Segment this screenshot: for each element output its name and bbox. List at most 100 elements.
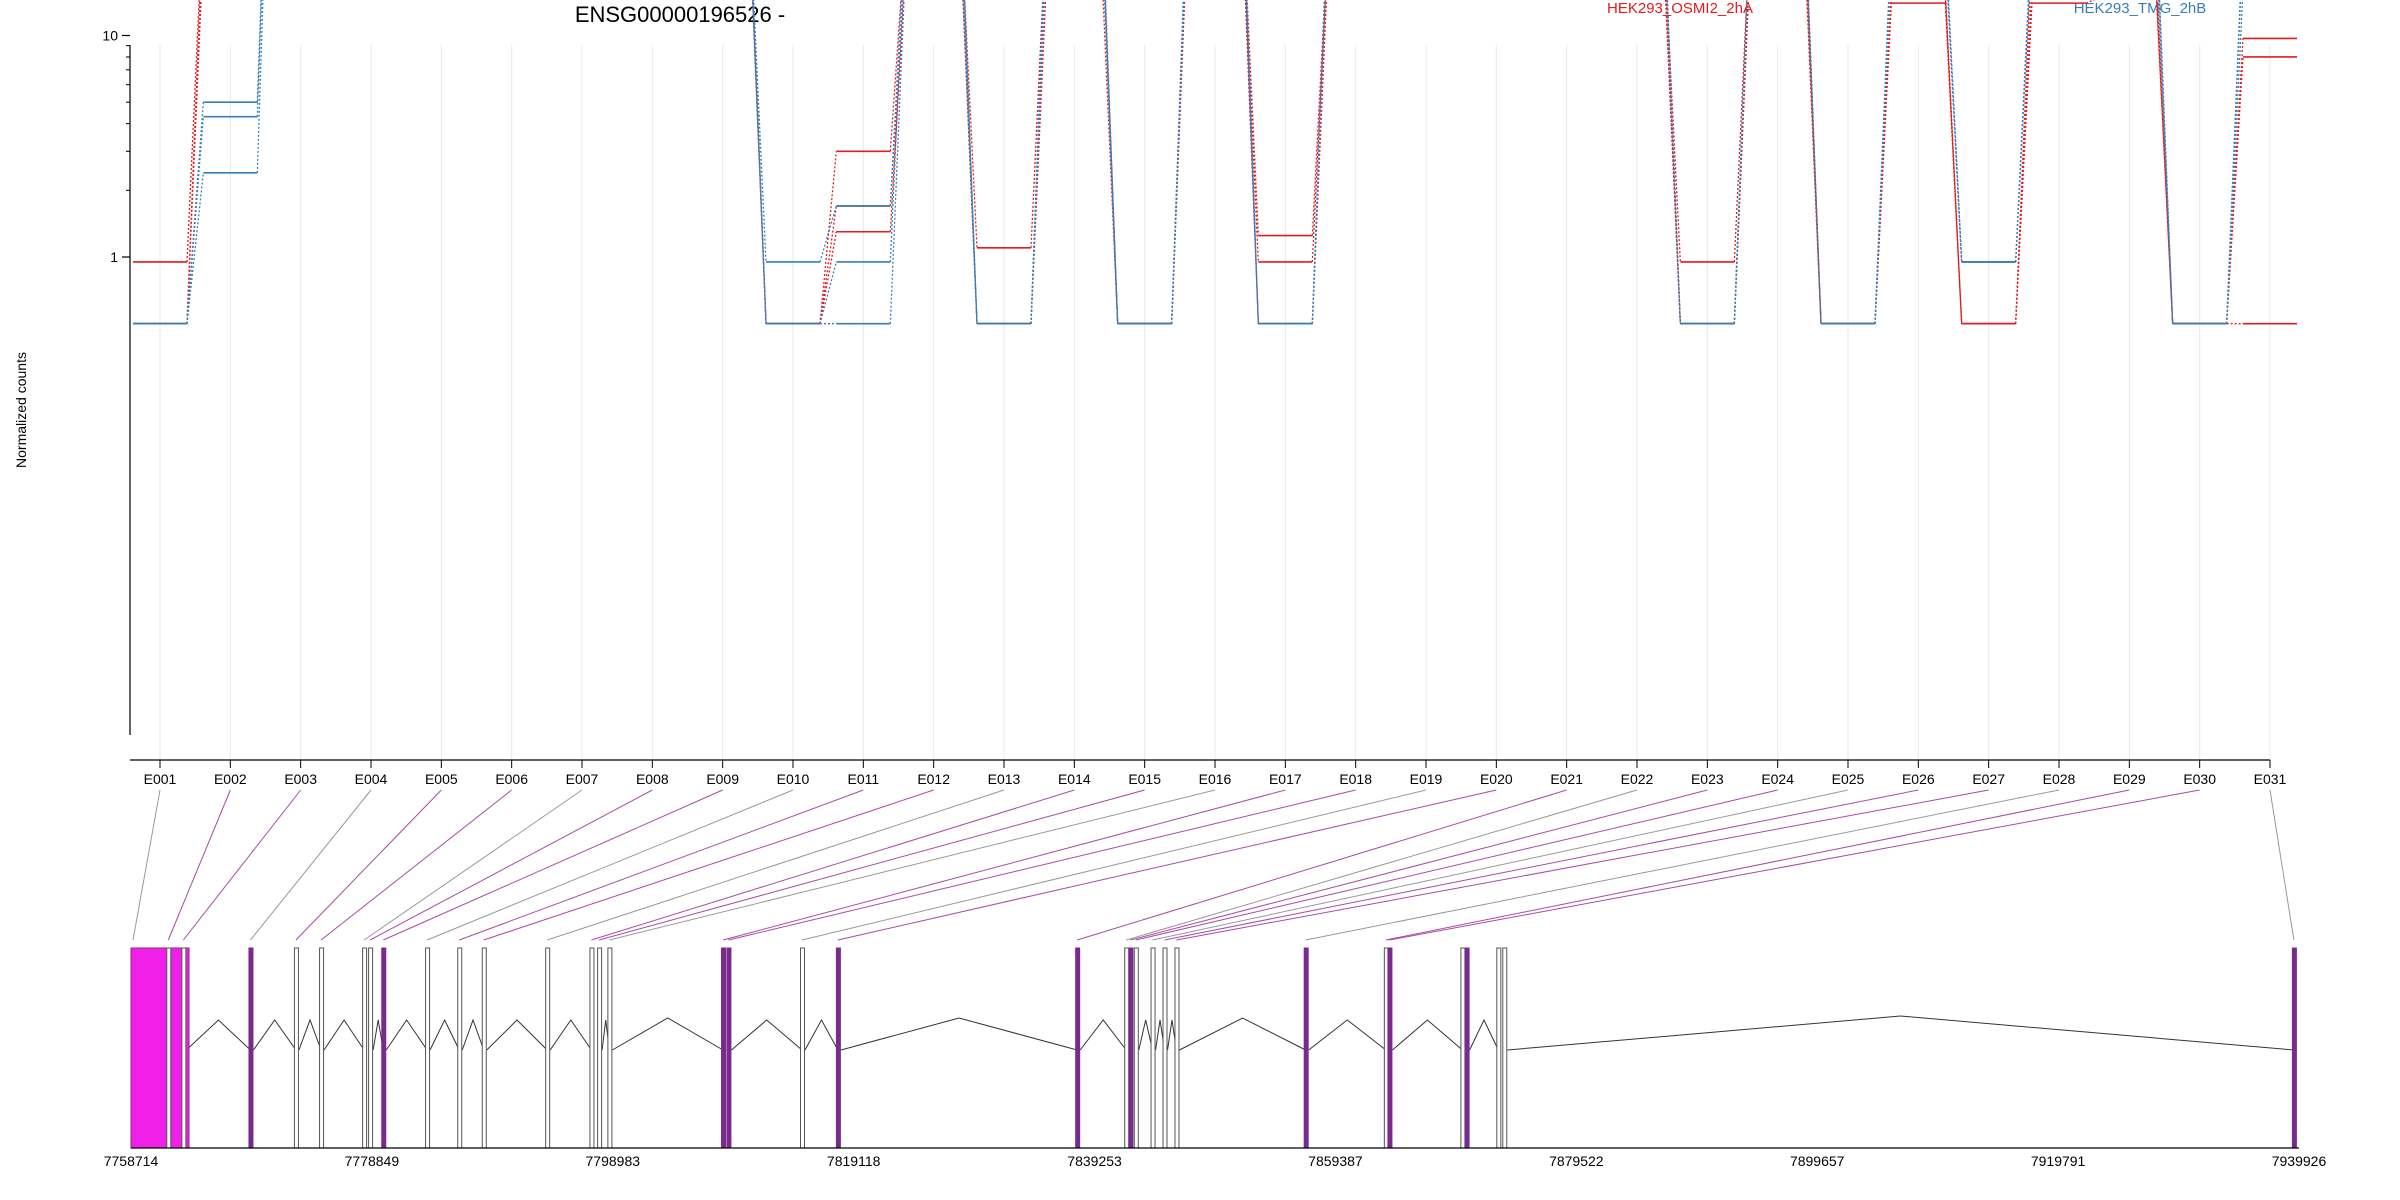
x-tick-label-E014: E014 [1058,771,1091,787]
data-connector [1806,0,1822,324]
data-connector [1874,0,1890,324]
data-connector [1311,0,1326,236]
genomic-tick-label-7778849: 7778849 [345,1153,400,1169]
connector-E011 [459,789,864,941]
data-connector [964,0,978,248]
x-tick-label-E008: E008 [636,771,669,787]
data-connector [2015,3,2033,324]
exon [1496,947,1502,1149]
exon [721,947,727,1149]
connector-E031 [2269,789,2295,941]
intron [1079,1019,1127,1051]
data-connector [819,205,837,324]
connector-E007 [363,789,583,941]
x-tick-label-E022: E022 [1621,771,1654,787]
connector-E016 [609,789,1216,941]
intron [429,1018,460,1051]
x-tick-label-E011: E011 [847,771,879,787]
exon [1150,947,1156,1149]
genomic-tick-label-7899657: 7899657 [1790,1153,1845,1169]
intron [1308,1019,1387,1051]
series-5 [133,0,2244,325]
x-tick-label-E031: E031 [2254,771,2287,787]
connector-E005 [295,789,442,941]
y-tick-label-1: 1 [110,249,118,265]
exon [457,947,463,1149]
exon [1460,947,1466,1149]
exon [362,947,368,1149]
data-connector [186,172,204,324]
exon [1464,947,1470,1149]
genomic-tick-label-7798983: 7798983 [586,1153,641,1169]
data-connector [962,0,978,324]
x-tick-label-E021: E021 [1550,771,1583,787]
data-connector [1733,0,1750,324]
connector-E003 [182,789,302,941]
exon [607,947,613,1149]
connector-E027 [1176,789,1989,941]
intron [731,1019,803,1051]
x-tick-label-E028: E028 [2043,771,2076,787]
data-connector [1807,0,1822,324]
intron [186,1019,251,1051]
exon [425,947,431,1149]
connector-E019 [801,789,1427,941]
data-connector [2226,38,2244,324]
exon [800,947,806,1149]
connector-E008 [369,789,653,941]
genomic-tick-label-7859387: 7859387 [1308,1153,1363,1169]
connector-E023 [1130,789,1708,941]
x-tick-label-E013: E013 [988,771,1021,787]
x-tick-label-E007: E007 [566,771,599,787]
exon [319,947,325,1149]
x-tick-label-E029: E029 [2113,771,2146,787]
intron [840,1017,1078,1051]
intron [1179,1017,1306,1051]
connector-E018 [728,789,1356,941]
data-connector [1944,3,1963,324]
data-connector [1311,0,1326,262]
data-connector [889,0,905,324]
connector-E026 [1164,789,1919,941]
genomic-tick-label-7839253: 7839253 [1067,1153,1122,1169]
data-connector [819,151,837,324]
data-connector [1733,0,1748,262]
exon [166,947,172,1149]
connector-E030 [1389,789,2200,941]
connector-E002 [167,789,231,941]
data-connector [1665,0,1681,324]
x-tick-label-E004: E004 [355,771,388,787]
data-connector [1666,0,1681,262]
x-tick-label-E017: E017 [1269,771,1302,787]
genomic-tick-label-7919791: 7919791 [2031,1153,2086,1169]
connector-E029 [1385,789,2130,941]
series-layer [133,0,2297,325]
intron [1138,1019,1154,1051]
intron [385,1019,428,1051]
exon [181,947,187,1149]
intron [804,1018,839,1051]
data-connector [1104,0,1119,324]
intron [549,1019,592,1051]
data-connector [2226,0,2244,324]
x-tick-label-E012: E012 [917,771,950,787]
x-tick-label-E016: E016 [1199,771,1232,787]
connector-E015 [598,789,1145,941]
connector-E017 [722,789,1286,941]
intron [323,1019,365,1051]
x-tick-label-E020: E020 [1480,771,1513,787]
x-tick-label-E018: E018 [1339,771,1372,787]
exon [1162,947,1168,1149]
exon [1502,947,1508,1149]
exon [1387,947,1393,1149]
y-axis: 110100 [102,28,131,735]
connector-E006 [320,789,512,941]
data-connector [2015,0,2031,324]
data-connector [752,0,767,324]
data-connector [819,261,837,324]
data-connector [186,116,204,324]
data-connector [1244,0,1259,324]
genomic-tick-label-7758714: 7758714 [104,1153,159,1169]
genomic-tick-label-7819118: 7819118 [827,1153,881,1169]
data-connector [1030,0,1045,324]
